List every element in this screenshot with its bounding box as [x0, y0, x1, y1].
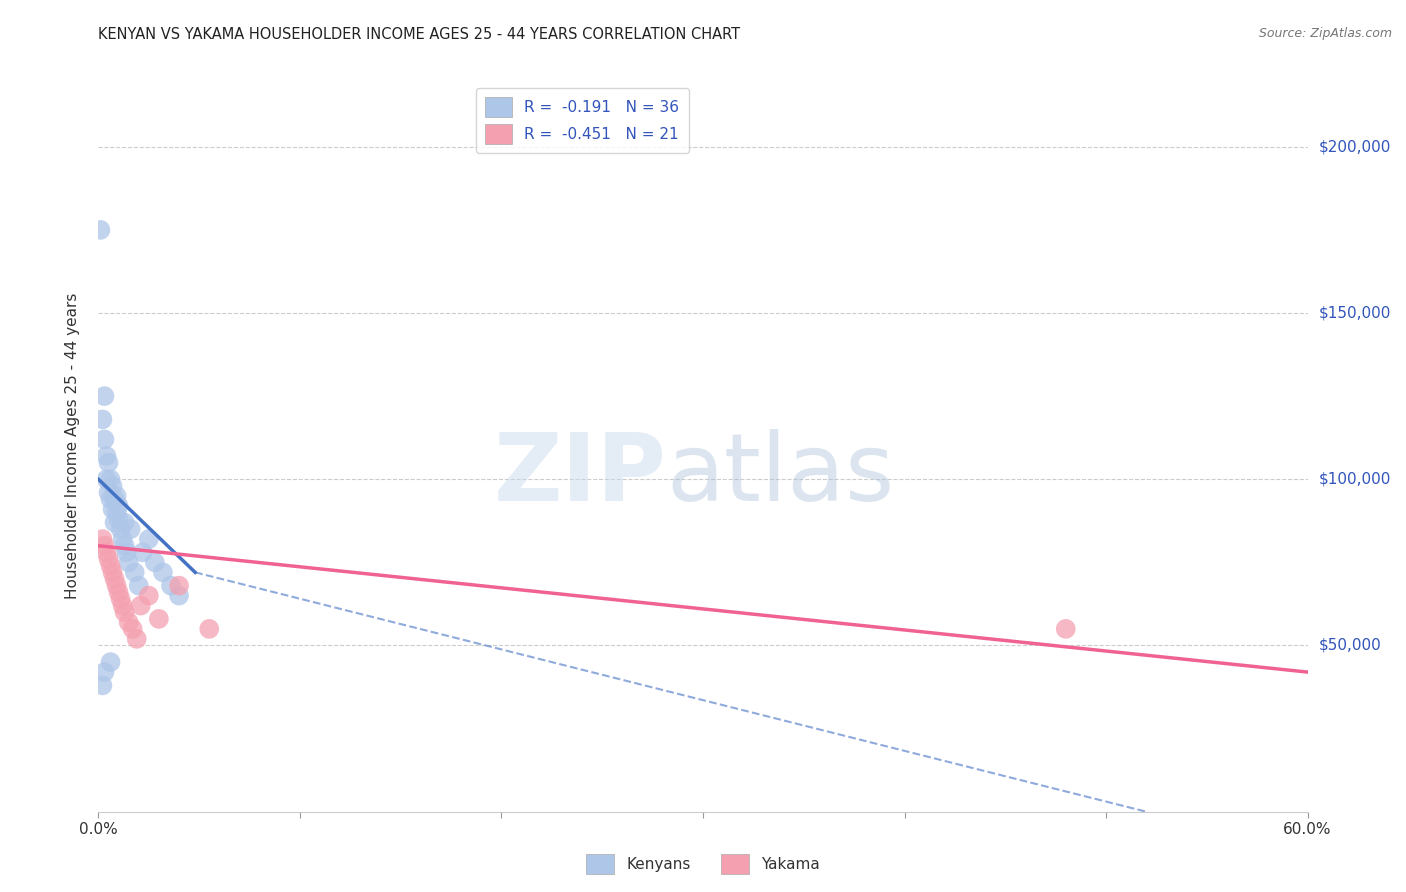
Point: [103, 516, 125, 530]
Text: ZIP: ZIP: [494, 429, 666, 521]
Point: [111, 532, 134, 546]
Point: [129, 599, 152, 613]
Point: [100, 492, 122, 507]
Point: [101, 479, 124, 493]
Point: [107, 499, 129, 513]
Text: $150,000: $150,000: [1319, 306, 1391, 320]
Point: [198, 622, 221, 636]
Point: [148, 612, 170, 626]
Text: atlas: atlas: [666, 429, 896, 521]
Point: [103, 572, 125, 586]
Point: [118, 615, 141, 630]
Point: [96, 449, 118, 463]
Point: [97, 485, 120, 500]
Point: [101, 566, 124, 580]
Point: [1054, 622, 1077, 636]
Point: [167, 589, 190, 603]
Point: [138, 589, 160, 603]
Text: $100,000: $100,000: [1319, 472, 1391, 487]
Point: [91, 412, 114, 426]
Point: [143, 555, 166, 569]
Point: [124, 566, 146, 580]
Point: [138, 532, 160, 546]
Legend: R =  -0.191   N = 36, R =  -0.451   N = 21: R = -0.191 N = 36, R = -0.451 N = 21: [475, 88, 689, 153]
Y-axis label: Householder Income Ages 25 - 44 years: Householder Income Ages 25 - 44 years: [65, 293, 80, 599]
Point: [128, 579, 150, 593]
Point: [101, 502, 124, 516]
Point: [114, 605, 136, 619]
Point: [160, 579, 183, 593]
Point: [105, 489, 128, 503]
Point: [93, 433, 115, 447]
Point: [93, 539, 115, 553]
Point: [115, 545, 138, 559]
Point: [152, 566, 174, 580]
Point: [97, 552, 120, 566]
Point: [100, 655, 122, 669]
Point: [167, 579, 190, 593]
Point: [103, 492, 125, 507]
Point: [97, 456, 120, 470]
Point: [110, 522, 132, 536]
Point: [100, 558, 122, 573]
Point: [114, 516, 136, 530]
Point: [107, 585, 129, 599]
Point: [118, 555, 141, 569]
Point: [93, 389, 115, 403]
Point: [114, 539, 136, 553]
Text: $50,000: $50,000: [1319, 638, 1382, 653]
Point: [93, 665, 115, 679]
Text: Source: ZipAtlas.com: Source: ZipAtlas.com: [1258, 27, 1392, 40]
Point: [105, 579, 128, 593]
Point: [89, 223, 111, 237]
Point: [96, 472, 118, 486]
Point: [96, 545, 118, 559]
Text: KENYAN VS YAKAMA HOUSEHOLDER INCOME AGES 25 - 44 YEARS CORRELATION CHART: KENYAN VS YAKAMA HOUSEHOLDER INCOME AGES…: [98, 27, 741, 42]
Text: $200,000: $200,000: [1319, 139, 1391, 154]
Point: [132, 545, 155, 559]
Point: [105, 506, 128, 520]
Point: [120, 522, 142, 536]
Point: [100, 472, 122, 486]
Point: [91, 532, 114, 546]
Point: [111, 599, 134, 613]
Point: [125, 632, 148, 646]
Legend: Kenyans, Yakama: Kenyans, Yakama: [581, 848, 825, 880]
Point: [91, 678, 114, 692]
Point: [121, 622, 143, 636]
Point: [107, 512, 129, 526]
Point: [110, 591, 132, 606]
